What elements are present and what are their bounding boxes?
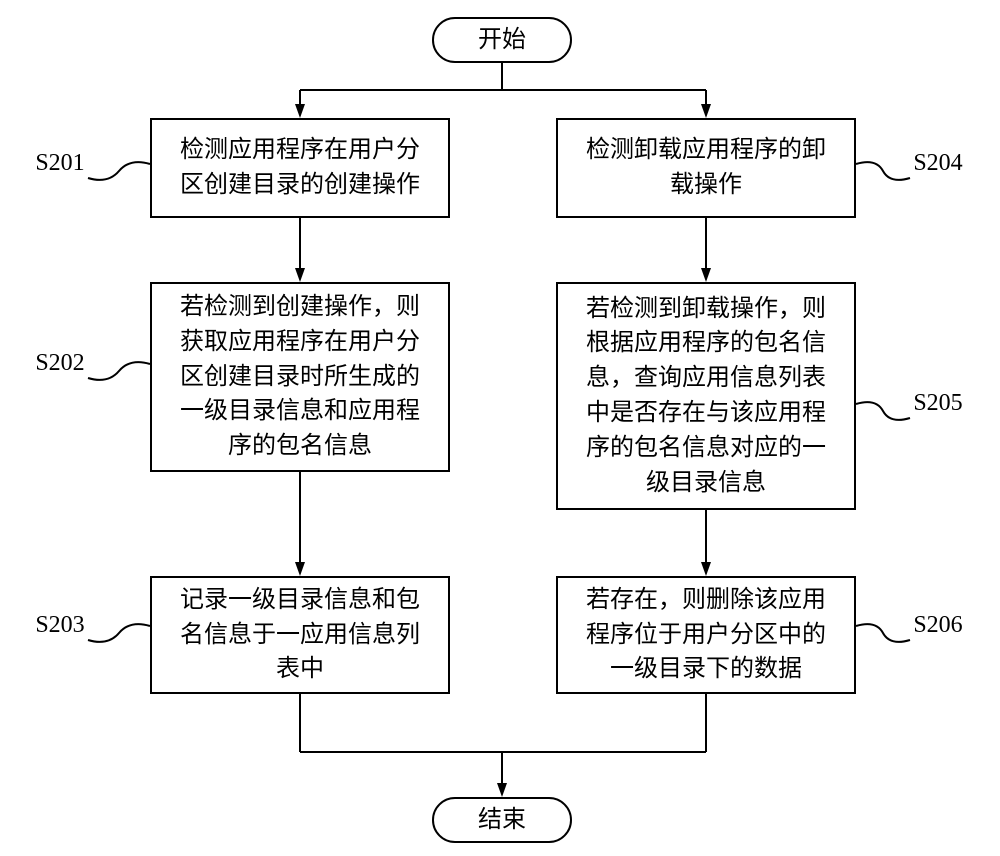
box-s206: 若存在，则删除该应用程序位于用户分区中的一级目录下的数据 [556, 576, 856, 694]
label-s201: S201 [20, 150, 100, 177]
label-s202: S202 [20, 350, 100, 377]
box-s204-text: 检测卸载应用程序的卸载操作 [586, 133, 826, 203]
box-s203-text: 记录一级目录信息和包名信息于一应用信息列表中 [180, 583, 420, 687]
terminal-end: 结束 [432, 797, 572, 843]
terminal-start-text: 开始 [478, 23, 526, 58]
box-s201-text: 检测应用程序在用户分区创建目录的创建操作 [180, 133, 420, 203]
box-s201: 检测应用程序在用户分区创建目录的创建操作 [150, 118, 450, 218]
box-s202-text: 若检测到创建操作，则获取应用程序在用户分区创建目录时所生成的一级目录信息和应用程… [180, 290, 420, 464]
box-s205-text: 若检测到卸载操作，则根据应用程序的包名信息，查询应用信息列表中是否存在与该应用程… [586, 292, 826, 501]
label-s203: S203 [20, 612, 100, 639]
terminal-end-text: 结束 [478, 803, 526, 838]
terminal-start: 开始 [432, 17, 572, 63]
box-s204: 检测卸载应用程序的卸载操作 [556, 118, 856, 218]
flowchart-canvas: 开始 结束 检测应用程序在用户分区创建目录的创建操作 若检测到创建操作，则获取应… [0, 0, 1000, 856]
label-s204: S204 [898, 150, 978, 177]
box-s205: 若检测到卸载操作，则根据应用程序的包名信息，查询应用信息列表中是否存在与该应用程… [556, 282, 856, 510]
box-s203: 记录一级目录信息和包名信息于一应用信息列表中 [150, 576, 450, 694]
box-s206-text: 若存在，则删除该应用程序位于用户分区中的一级目录下的数据 [586, 583, 826, 687]
label-s206: S206 [898, 612, 978, 639]
box-s202: 若检测到创建操作，则获取应用程序在用户分区创建目录时所生成的一级目录信息和应用程… [150, 282, 450, 472]
label-s205: S205 [898, 390, 978, 417]
